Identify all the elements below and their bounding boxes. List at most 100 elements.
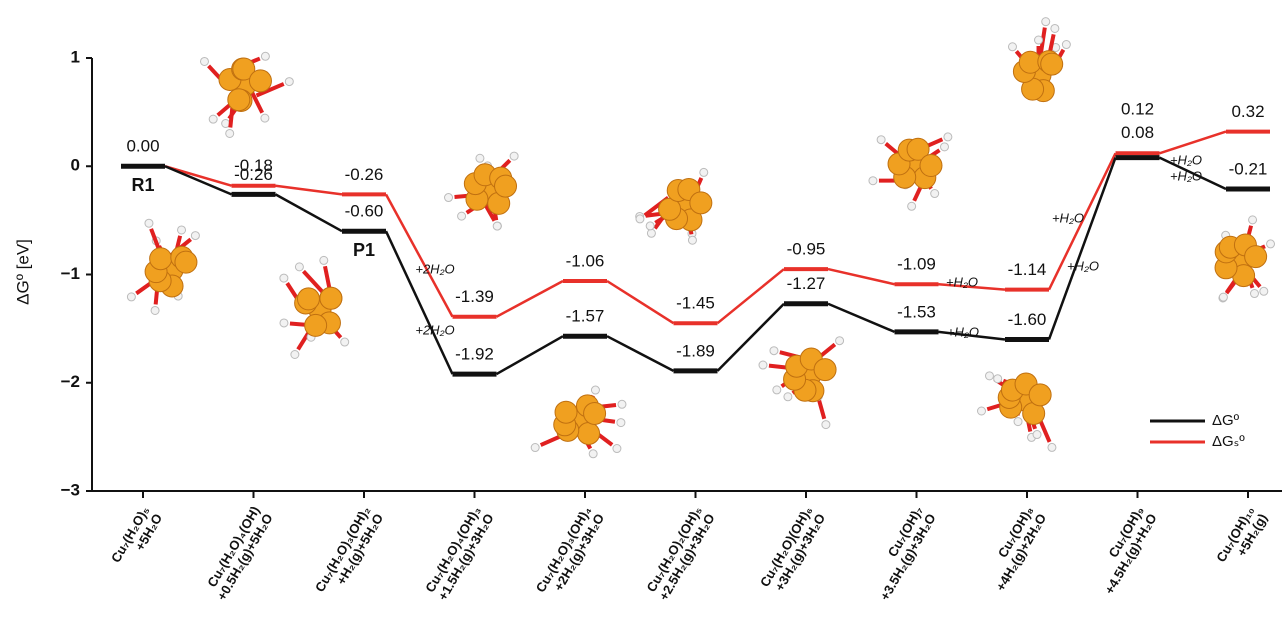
annotation: +H₂O [947, 324, 979, 339]
connector [497, 336, 564, 374]
value-label: -1.09 [897, 255, 936, 274]
hydrogen-atom [209, 115, 217, 123]
value-label: -0.26 [234, 165, 273, 184]
copper-atom [814, 359, 836, 381]
copper-atom [175, 251, 197, 273]
hydrogen-atom [1062, 41, 1070, 49]
hydrogen-atom [944, 133, 952, 141]
hydrogen-atom [291, 350, 299, 358]
x-tick-label: Cu₇(H₂O)₃(OH)₄+2H₂(g)+3H₂O [533, 504, 607, 603]
hydrogen-atom [226, 129, 234, 137]
value-label: -1.45 [676, 294, 715, 313]
copper-atom [320, 287, 342, 309]
x-tick-label: Cu₇(OH)₇+3.5H₂(g)+3H₂O [864, 504, 939, 603]
x-tick-label: Cu₇(OH)₈+4H₂(g)+2H₂O [980, 504, 1049, 594]
connector [828, 304, 895, 332]
hydrogen-atom [836, 337, 844, 345]
value-label: -1.60 [1008, 310, 1047, 329]
x-tick-label: Cu₇(H₂O)₄(OH)+0.5H₂(g)+5H₂O [201, 504, 276, 603]
annotation: +H₂O [1052, 210, 1084, 225]
hydrogen-atom [127, 293, 135, 301]
hydrogen-atom [285, 78, 293, 86]
hydrogen-atom [531, 444, 539, 452]
hydrogen-atom [1267, 240, 1275, 248]
value-label: -0.60 [345, 202, 384, 221]
value-label: -1.39 [455, 287, 494, 306]
value-label: -1.53 [897, 302, 936, 321]
annotation: +2H₂O [415, 322, 454, 337]
annotation: R1 [131, 175, 154, 195]
value-label: -1.92 [455, 345, 494, 364]
x-tick-label: Cu₇(OH)₉+4.5H₂(g)+H₂O [1089, 504, 1160, 597]
hydrogen-atom [822, 421, 830, 429]
hydrogen-atom [200, 57, 208, 65]
hydrogen-atom [773, 386, 781, 394]
hydrogen-atom [1048, 443, 1056, 451]
hydrogen-atom [1051, 24, 1059, 32]
y-tick-label: −3 [61, 480, 80, 499]
y-tick-label: 1 [71, 47, 80, 66]
copper-atom [690, 192, 712, 214]
copper-atom [920, 155, 942, 177]
hydrogen-atom [145, 219, 153, 227]
hydrogen-atom [1008, 43, 1016, 51]
value-label: -1.14 [1008, 260, 1047, 279]
copper-atom [555, 401, 577, 423]
hydrogen-atom [178, 226, 186, 234]
annotation: +H₂O [946, 274, 978, 289]
hydrogen-atom [700, 168, 708, 176]
connector [165, 166, 232, 194]
value-label: 0.12 [1121, 100, 1154, 119]
copper-atom [297, 288, 319, 310]
hydrogen-atom [869, 177, 877, 185]
hydrogen-atom [1035, 36, 1043, 44]
hydrogen-atom [1219, 293, 1227, 301]
copper-atom [1245, 246, 1267, 268]
molecule-illustrations [127, 18, 1274, 458]
hydrogen-atom [636, 215, 644, 223]
value-label: 0.08 [1121, 123, 1154, 142]
x-tick-label: Cu₇(H₂O)₃(OH)₂+H₂(g)+5H₂O [312, 504, 386, 603]
hydrogen-atom [646, 222, 654, 230]
connector [276, 186, 343, 195]
hydrogen-atom [1033, 431, 1041, 439]
hydrogen-atom [1042, 18, 1050, 26]
hydrogen-atom [994, 375, 1002, 383]
x-tick-label: Cu₇(H₂O)₄(OH)₃+1.5H₂(g)+3H₂O [422, 504, 497, 603]
hydrogen-atom [280, 319, 288, 327]
y-tick-label: 0 [71, 156, 80, 175]
hydrogen-atom [770, 347, 778, 355]
value-label: 0.32 [1231, 102, 1264, 121]
copper-atom [495, 175, 517, 197]
connector [1160, 132, 1227, 154]
annotation: +2H₂O [415, 261, 454, 276]
value-label: -1.57 [566, 307, 605, 326]
hydrogen-atom [295, 263, 303, 271]
hydrogen-atom [589, 450, 597, 458]
y-tick-label: −2 [61, 372, 80, 391]
hydrogen-atom [341, 338, 349, 346]
annotation: P1 [353, 240, 375, 260]
annotation: +H₂O [1170, 168, 1202, 183]
hydrogen-atom [151, 306, 159, 314]
x-tick-label: Cu₇(H₂O)₂(OH)₅+2.5H₂(g)+3H₂O [643, 504, 718, 603]
hydrogen-atom [191, 232, 199, 240]
copper-atom [305, 314, 327, 336]
hydrogen-atom [931, 190, 939, 198]
annotation: +H₂O [1067, 258, 1099, 273]
hydrogen-atom [493, 222, 501, 230]
x-tick-label: Cu₇(H₂O)(OH)₆+3H₂(g)+3H₂O [757, 504, 828, 597]
legend-label: ΔGₛº [1212, 433, 1245, 450]
value-label: -1.06 [566, 251, 605, 270]
hydrogen-atom [320, 256, 328, 264]
copper-atom [1029, 384, 1051, 406]
copper-atom [578, 423, 600, 445]
hydrogen-atom [618, 400, 626, 408]
hydrogen-atom [908, 202, 916, 210]
value-label: 0.00 [126, 137, 159, 156]
hydrogen-atom [759, 361, 767, 369]
hydrogen-atom [617, 419, 625, 427]
connector [1049, 158, 1116, 340]
value-label: -1.27 [787, 274, 826, 293]
